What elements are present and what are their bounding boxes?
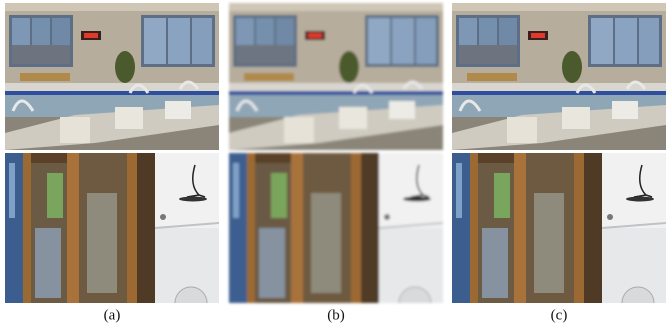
photo-pool bbox=[452, 3, 666, 150]
caption: (b) bbox=[327, 307, 345, 323]
page: (a) (b) (c) (() => { const data = JSON.p… bbox=[0, 0, 668, 323]
caption: (a) bbox=[104, 307, 121, 323]
photo-shelf bbox=[229, 153, 443, 303]
photo-shelf bbox=[5, 153, 219, 303]
caption: (c) bbox=[551, 307, 568, 323]
photo-pool bbox=[229, 3, 443, 150]
photo-shelf bbox=[452, 153, 666, 303]
photo-pool bbox=[5, 3, 219, 150]
figure: (a) (b) (c) bbox=[0, 0, 668, 323]
